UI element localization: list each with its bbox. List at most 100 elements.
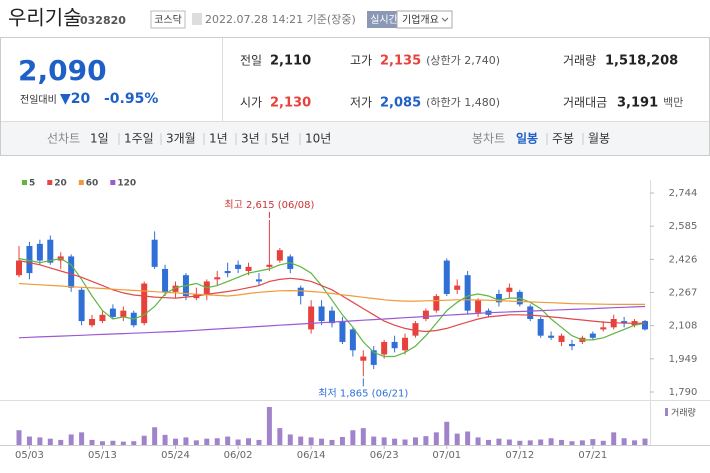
candle-body xyxy=(537,318,544,336)
stat-label: 저가 xyxy=(350,96,372,110)
volume-bar xyxy=(58,439,64,445)
moving-average-line xyxy=(18,257,646,358)
candle-period-tab[interactable]: 일봉 xyxy=(516,132,538,146)
volume-bar xyxy=(99,441,105,445)
candle-body xyxy=(266,264,273,267)
candle-body xyxy=(454,285,461,290)
candle-body xyxy=(339,321,346,342)
volume-bar xyxy=(235,439,241,445)
stat-label: 거래량 xyxy=(563,54,596,68)
high-annotation: 최고 2,615 (06/08) xyxy=(224,199,314,211)
legend-swatch xyxy=(78,180,84,185)
volume-bar xyxy=(412,437,418,445)
legend-label: 120 xyxy=(117,179,136,189)
candle-body xyxy=(68,256,75,288)
x-tick-label: 06/02 xyxy=(224,450,253,461)
y-tick-label: 2,585 xyxy=(669,221,698,232)
period-tab[interactable]: 5년 xyxy=(271,132,290,146)
volume-bar xyxy=(225,436,231,445)
volume-bar xyxy=(527,440,533,445)
volume-bar xyxy=(611,432,617,445)
candle-body xyxy=(360,356,367,361)
volume-bar xyxy=(79,432,85,445)
company-menu-label[interactable]: 기업개요 xyxy=(402,13,439,26)
volume-bar xyxy=(559,439,565,445)
period-tab[interactable]: 10년 xyxy=(305,132,331,146)
stat-label: 전일 xyxy=(240,54,262,68)
volume-bar xyxy=(538,439,544,445)
x-tick-label: 06/23 xyxy=(370,450,399,461)
volume-legend-swatch xyxy=(665,408,668,416)
market-label: 코스닥 xyxy=(154,14,182,26)
volume-bar xyxy=(47,438,53,445)
stat-value: 2,130 xyxy=(270,96,311,111)
volume-bar xyxy=(256,439,262,445)
volume-bar xyxy=(569,441,575,445)
candle-body xyxy=(172,285,179,292)
x-tick-label: 05/03 xyxy=(15,450,44,461)
volume-bar xyxy=(329,439,335,445)
dropdown-arrow xyxy=(441,17,449,22)
y-tick-label: 1,790 xyxy=(669,387,698,398)
low-annotation: 최저 1,865 (06/21) xyxy=(318,387,408,399)
candle-body xyxy=(214,277,221,280)
volume-bar xyxy=(277,428,283,445)
line-chart-label: 선차트 xyxy=(47,132,80,146)
volume-bar xyxy=(371,436,377,445)
candle-body xyxy=(141,283,148,324)
volume-bar xyxy=(475,437,481,445)
company-menu[interactable] xyxy=(396,10,453,29)
period-tab[interactable]: 3개월 xyxy=(166,132,196,146)
realtime-label[interactable]: 실시간 xyxy=(370,14,398,26)
volume-bar xyxy=(402,439,408,445)
candle-body xyxy=(308,306,315,330)
stat-label: 고가 xyxy=(350,54,372,68)
volume-bar xyxy=(517,440,523,445)
volume-bar xyxy=(298,436,304,445)
candle-body xyxy=(99,314,106,322)
volume-bar xyxy=(465,431,471,445)
volume-bar xyxy=(632,440,638,445)
candle-body xyxy=(349,329,356,351)
period-tab[interactable]: 1년 xyxy=(209,132,228,146)
candle-body xyxy=(78,289,85,322)
realtime-badge[interactable] xyxy=(367,11,401,28)
candle-body xyxy=(621,321,628,324)
candle-body xyxy=(558,335,565,342)
change-label: 전일대비 xyxy=(20,94,57,106)
volume-bar xyxy=(266,407,272,445)
volume-bar xyxy=(423,436,429,445)
candle-period-tab[interactable]: 월봉 xyxy=(588,132,610,146)
period-tab[interactable]: 3년 xyxy=(241,132,260,146)
candle-body xyxy=(297,287,304,297)
candle-body xyxy=(412,323,419,336)
stat-label: 시가 xyxy=(240,96,262,110)
volume-bar xyxy=(152,427,158,445)
volume-bar xyxy=(173,438,178,445)
x-tick-label: 07/01 xyxy=(432,450,461,461)
volume-bar xyxy=(319,438,325,445)
volume-bar xyxy=(433,432,439,445)
volume-bar xyxy=(214,438,220,445)
candle-body xyxy=(370,350,377,365)
candle-body xyxy=(16,260,22,276)
stat-note: (상한가 2,740) xyxy=(426,54,500,67)
candle-body xyxy=(443,260,450,294)
candle-body xyxy=(245,266,252,272)
period-tab[interactable]: 1주일 xyxy=(124,132,154,146)
stat-note: 백만 xyxy=(663,96,683,109)
candle-body xyxy=(391,341,398,349)
volume-bar xyxy=(339,436,345,445)
x-tick-label: 05/24 xyxy=(161,450,190,461)
candle-body xyxy=(26,245,33,274)
volume-bar xyxy=(16,430,22,445)
candle-body xyxy=(151,239,158,267)
volume-bar xyxy=(579,440,585,445)
candle-period-tab[interactable]: 주봉 xyxy=(552,132,574,146)
period-tab[interactable]: 1일 xyxy=(90,132,109,146)
volume-bar xyxy=(204,438,210,445)
volume-bar xyxy=(621,438,627,445)
x-tick-label: 07/12 xyxy=(505,450,534,461)
x-tick-label: 06/14 xyxy=(297,450,326,461)
change-rate: -0.95% xyxy=(104,91,158,107)
